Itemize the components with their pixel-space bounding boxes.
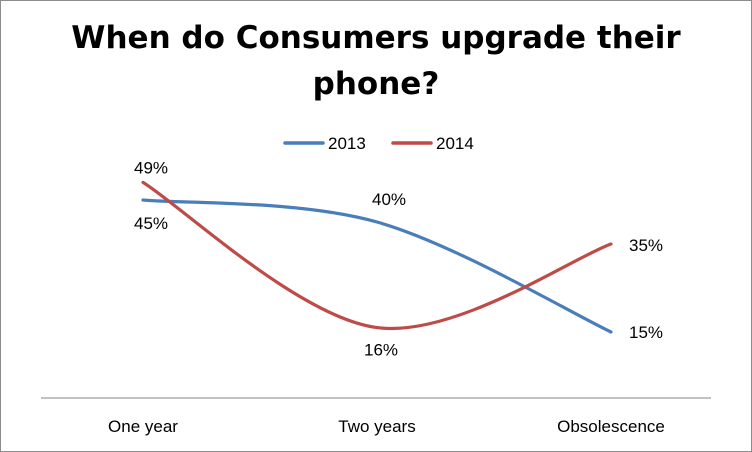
data-label-2014: 49% [134, 158, 168, 177]
legend-label-2014: 2014 [436, 134, 474, 153]
data-label-2013: 40% [372, 190, 406, 209]
chart-title-line-2: phone? [312, 66, 440, 102]
chart-title-line-1: When do Consumers upgrade their [71, 20, 681, 56]
x-tick-label: Obsolescence [557, 417, 665, 436]
x-tick-label: Two years [338, 417, 415, 436]
legend-label-2013: 2013 [328, 134, 366, 153]
chart-title: When do Consumers upgrade their phone? [1, 15, 751, 107]
series-line-2013 [141, 198, 613, 334]
data-label-2013: 45% [134, 214, 168, 233]
data-label-2014: 35% [629, 236, 663, 255]
series-line-2014 [141, 180, 613, 331]
data-label-2013: 15% [629, 323, 663, 342]
x-tick-label: One year [108, 417, 178, 436]
data-label-2014: 16% [364, 341, 398, 360]
